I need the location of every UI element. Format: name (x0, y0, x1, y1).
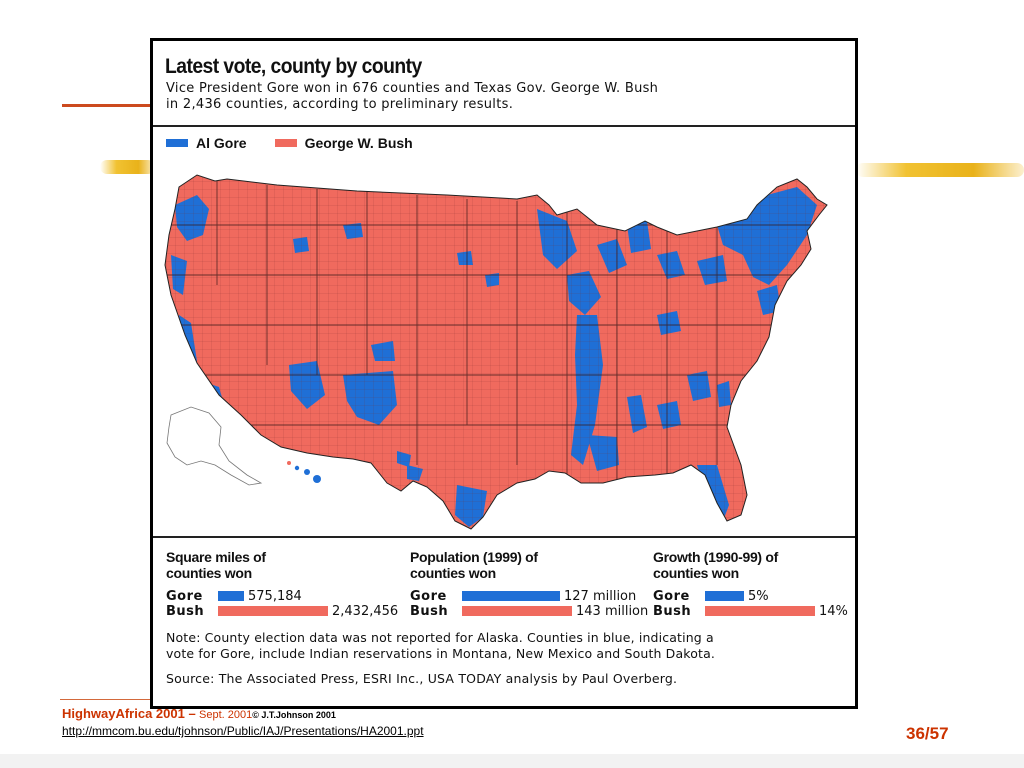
subtitle-line-1: Vice President Gore won in 676 counties … (166, 81, 659, 96)
stat-label: Gore (410, 588, 447, 604)
stat-bar-bush (705, 606, 815, 616)
stat-growth: Growth (1990-99) of counties won Gore 5%… (653, 549, 848, 619)
stat-heading-line-1: Square miles of (166, 549, 266, 565)
page-number: 36/57 (906, 724, 949, 743)
stat-value: 575,184 (248, 588, 302, 604)
legend-label-bush: George W. Bush (304, 135, 413, 151)
footnote: Note: County election data was not repor… (166, 630, 846, 662)
footer-brand: HighwayAfrica 2001 – (62, 706, 196, 721)
stat-value: 5% (748, 588, 769, 604)
stat-row-bush: Bush 14% (653, 603, 848, 619)
stat-heading-line-2: counties won (166, 565, 252, 581)
stat-label: Gore (166, 588, 203, 604)
state-borders (165, 175, 827, 485)
decorative-brush-stroke-left (100, 160, 155, 174)
stat-bar-gore (705, 591, 744, 601)
stat-label: Gore (653, 588, 690, 604)
stat-value: 2,432,456 (332, 603, 399, 619)
decorative-orange-line (62, 104, 152, 107)
stat-row-bush: Bush 2,432,456 (166, 603, 399, 619)
footer-rule (60, 699, 150, 700)
footnote-line-1: Note: County election data was not repor… (166, 630, 714, 645)
legend-item-bush: George W. Bush (274, 135, 413, 151)
stat-row-gore: Gore 575,184 (166, 588, 302, 604)
footer-url-link[interactable]: http://mmcom.bu.edu/tjohnson/Public/IAJ/… (62, 724, 424, 738)
stat-label: Bush (653, 603, 692, 619)
contiguous-us (165, 175, 827, 529)
stat-value: 14% (819, 603, 848, 619)
decorative-brush-stroke-right (856, 163, 1024, 177)
stat-heading-line-1: Population (1999) of (410, 549, 538, 565)
stat-value: 143 million (576, 603, 649, 619)
stat-heading-line-2: counties won (410, 565, 496, 581)
stat-label: Bush (166, 603, 205, 619)
legend-swatch-gore (166, 139, 188, 147)
bottom-strip (0, 754, 1024, 768)
source-credit: Source: The Associated Press, ESRI Inc.,… (166, 671, 678, 686)
divider-bottom (153, 536, 855, 538)
stat-heading-line-2: counties won (653, 565, 739, 581)
stat-label: Bush (410, 603, 449, 619)
legend-item-gore: Al Gore (166, 135, 247, 151)
divider-top (153, 125, 855, 127)
stat-population: Population (1999) of counties won Gore 1… (410, 549, 648, 619)
footer-date: Sept. 2001 (199, 709, 253, 721)
stat-row-gore: Gore 5% (653, 588, 769, 604)
hawaii-islands (287, 461, 321, 483)
stat-row-gore: Gore 127 million (410, 588, 637, 604)
legend-label-gore: Al Gore (196, 135, 247, 151)
graphic-subtitle: Vice President Gore won in 676 counties … (166, 81, 658, 113)
footnote-line-2: vote for Gore, include Indian reservatio… (166, 646, 715, 661)
stat-heading: Square miles of counties won (166, 549, 316, 581)
stat-heading: Population (1999) of counties won (410, 549, 560, 581)
stat-bar-gore (462, 591, 560, 601)
stat-bar-bush (462, 606, 572, 616)
stat-row-bush: Bush 143 million (410, 603, 649, 619)
stat-heading-line-1: Growth (1990-99) of (653, 549, 778, 565)
graphic-title: Latest vote, county by county (165, 55, 422, 78)
us-county-map (164, 174, 828, 530)
subtitle-line-2: in 2,436 counties, according to prelimin… (166, 97, 514, 112)
stat-square-miles: Square miles of counties won Gore 575,18… (166, 549, 398, 619)
legend-swatch-bush (274, 139, 297, 147)
stat-bar-bush (218, 606, 328, 616)
election-map-graphic: Latest vote, county by county Vice Presi… (150, 38, 858, 709)
alaska-outline (166, 406, 263, 486)
stat-heading: Growth (1990-99) of counties won (653, 549, 803, 581)
footer-copyright: © J.T.Johnson 2001 (252, 710, 336, 720)
stat-value: 127 million (564, 588, 637, 604)
footer-credit: HighwayAfrica 2001 – Sept. 2001© J.T.Joh… (62, 706, 336, 721)
map-legend: Al Gore George W. Bush (166, 135, 441, 151)
stat-bar-gore (218, 591, 244, 601)
